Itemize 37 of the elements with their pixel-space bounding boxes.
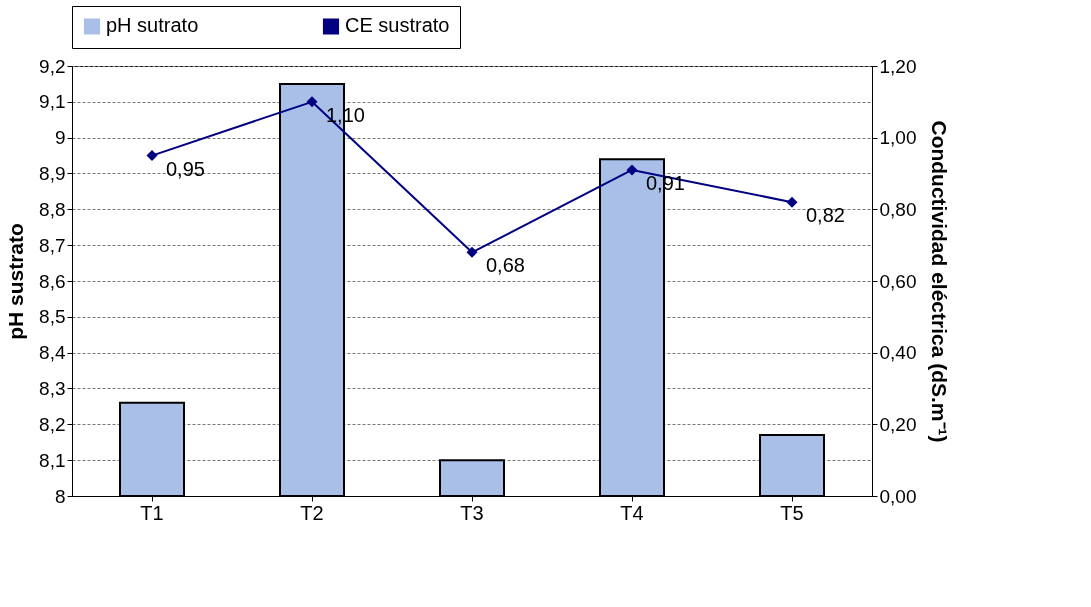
legend-label: CE sustrato	[345, 14, 450, 37]
y-tick-label: 8,8	[39, 198, 66, 220]
data-label: 0,68	[486, 254, 525, 277]
y-tick-label: 8,4	[39, 342, 66, 364]
y-tick-label: 8,5	[39, 306, 66, 328]
point	[306, 96, 318, 108]
y-tick-label: 8,9	[39, 163, 66, 184]
x-tick-label: T2	[300, 501, 324, 524]
y2-tick-label: 1,20	[879, 55, 917, 77]
point	[146, 150, 158, 162]
y-tick-label: 9,1	[39, 91, 66, 113]
point	[466, 246, 478, 258]
x-tick-label: T3	[460, 501, 484, 524]
y-tick-label: 8,2	[39, 413, 66, 435]
y-axis-title: pH sustrato	[4, 223, 28, 340]
y2-tick-label: 1,00	[879, 127, 917, 149]
y-tick-label: 8,6	[39, 270, 66, 292]
y-tick-label: 8,3	[39, 378, 66, 399]
y-tick-label: 8,7	[39, 234, 66, 256]
y2-tick-label: 0,80	[879, 198, 917, 220]
x-tick-label: T4	[620, 501, 644, 524]
y-tick-label: 8	[54, 485, 66, 507]
y-tick-label: 9	[54, 127, 66, 149]
legend-label: pH sutrato	[106, 14, 199, 37]
x-tick-label: T5	[780, 501, 804, 524]
data-label: 0,82	[806, 204, 845, 227]
y2-tick-label: 0,40	[879, 342, 917, 364]
data-label: 0,95	[166, 157, 205, 180]
y2-tick-label: 0,00	[879, 485, 917, 507]
y-tick-label: 8,1	[39, 449, 66, 471]
y2-tick-label: 0,20	[879, 413, 917, 435]
y2-tick-label: 0,60	[879, 270, 917, 292]
y2-axis-title: Conductividad eléctrica (dS.m⁻¹)	[928, 120, 952, 443]
y-tick-label: 9,2	[39, 55, 66, 77]
x-tick-label: T1	[140, 501, 164, 524]
point	[786, 196, 798, 208]
point	[626, 164, 638, 176]
